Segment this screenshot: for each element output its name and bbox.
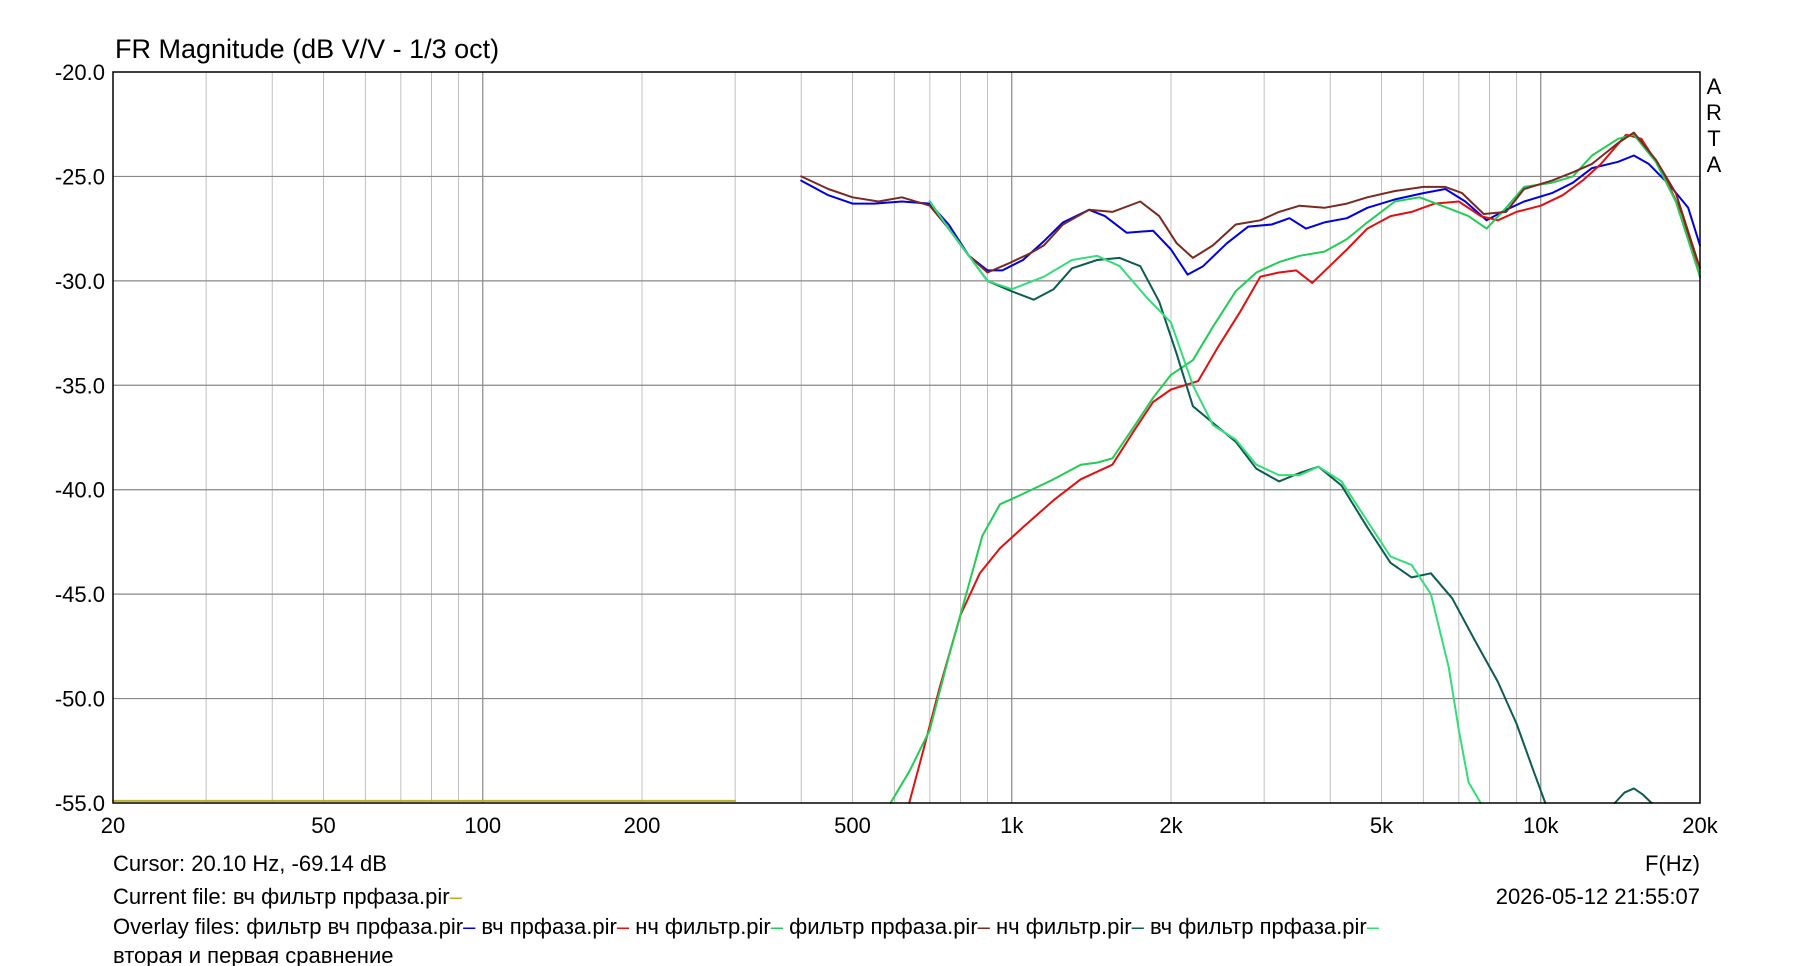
x-tick-label: 500: [834, 813, 871, 838]
overlay-label: Overlay files:: [113, 914, 246, 939]
watermark-letter: T: [1707, 126, 1720, 151]
plot-grid: [113, 72, 1700, 803]
x-tick-label: 20k: [1682, 813, 1718, 838]
x-axis-ticks: 20 50 100 200 500 1k 2k 5k 10k 20k: [101, 813, 1719, 838]
y-tick-label: -50.0: [55, 687, 105, 712]
x-tick-label: 20: [101, 813, 125, 838]
overlay-file-marker: –: [978, 914, 996, 939]
y-tick-label: -25.0: [55, 164, 105, 189]
watermark-letter: A: [1707, 74, 1722, 99]
overlay-file-marker: –: [1367, 914, 1380, 939]
plot-frame: [112, 71, 1701, 804]
current-file-label: Current file: вч фильтр прфаза.pir: [113, 884, 450, 909]
y-tick-label: -55.0: [55, 791, 105, 816]
overlay-file-marker: –: [771, 914, 789, 939]
x-tick-label: 5k: [1370, 813, 1394, 838]
series-line-8: [1613, 787, 1653, 804]
chart-title: FR Magnitude (dB V/V - 1/3 oct): [115, 34, 499, 64]
timestamp: 2026-05-12 21:55:07: [1496, 884, 1700, 909]
overlay-files: Overlay files: фильтр вч прфаза.pir– вч …: [113, 914, 1380, 939]
series-line-2: [800, 154, 1701, 276]
overlay-file-marker: –: [463, 914, 481, 939]
series-line-6: [928, 200, 1547, 804]
overlay-file-name: фильтр прфаза.pir: [789, 914, 978, 939]
x-tick-label: 1k: [1000, 813, 1024, 838]
y-tick-label: -40.0: [55, 478, 105, 503]
overlay-file-name: вч фильтр прфаза.pir: [1150, 914, 1367, 939]
cursor-readout: Cursor: 20.10 Hz, -69.14 dB: [113, 851, 387, 876]
overlay-file-name: нч фильтр.pir: [996, 914, 1132, 939]
x-tick-label: 200: [624, 813, 661, 838]
description: вторая и первая сравнение: [113, 943, 393, 966]
series-line-7: [928, 200, 1482, 804]
plot-series: [112, 131, 1701, 804]
y-tick-label: -45.0: [55, 582, 105, 607]
y-tick-label: -35.0: [55, 373, 105, 398]
x-tick-label: 100: [464, 813, 501, 838]
overlay-file-marker: –: [1132, 914, 1150, 939]
y-tick-label: -30.0: [55, 269, 105, 294]
overlay-file-name: фильтр вч прфаза.pir: [246, 914, 463, 939]
series-line-4: [889, 133, 1701, 804]
series-line-5: [800, 131, 1701, 274]
y-axis-ticks: -20.0 -25.0 -30.0 -35.0 -40.0 -45.0 -50.0 -55.0: [55, 60, 105, 816]
watermark-letter: R: [1706, 100, 1722, 125]
x-tick-label: 50: [311, 813, 335, 838]
current-file: Current file: вч фильтр прфаза.pir–: [113, 884, 463, 909]
x-axis-label: F(Hz): [1645, 851, 1700, 876]
overlay-file-name: нч фильтр.pir: [635, 914, 771, 939]
y-tick-label: -20.0: [55, 60, 105, 85]
x-tick-label: 2k: [1159, 813, 1183, 838]
x-tick-label: 10k: [1523, 813, 1559, 838]
series-line-3: [908, 133, 1701, 804]
overlay-file-marker: –: [617, 914, 635, 939]
watermark-letter: A: [1707, 152, 1722, 177]
overlay-file-name: вч прфаза.pir: [481, 914, 616, 939]
current-file-marker: –: [450, 884, 463, 909]
